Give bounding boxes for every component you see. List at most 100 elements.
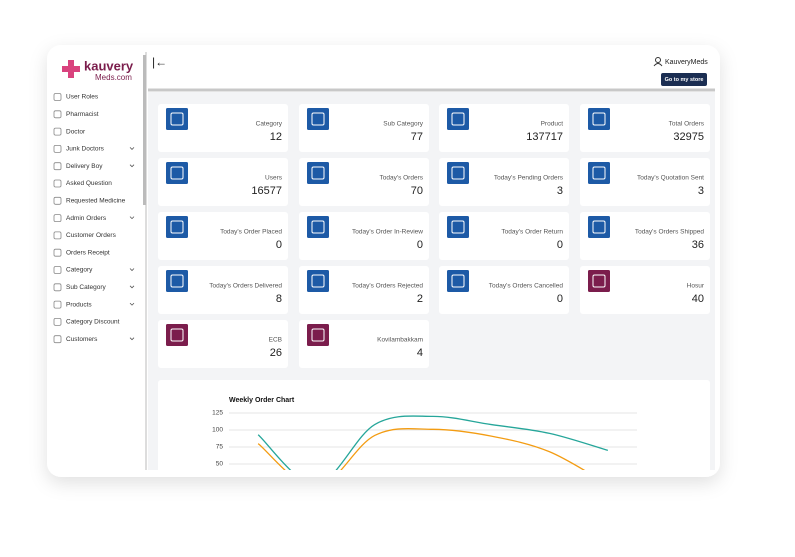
card-label: Kovilambakkam [377, 337, 423, 344]
stat-card[interactable] [299, 104, 429, 152]
card-icon-glyph [311, 274, 325, 288]
card-label: Product [541, 121, 564, 128]
menu-item[interactable]: Pharmacist [66, 111, 99, 118]
stat-card[interactable] [580, 266, 710, 314]
stat-card[interactable] [439, 266, 569, 314]
chevron[interactable] [129, 285, 135, 289]
stat-card[interactable] [439, 104, 569, 152]
card-value: 77 [411, 131, 423, 143]
user-name[interactable]: KauveryMeds [665, 59, 708, 66]
card-value: 0 [276, 239, 282, 251]
menu-icon [53, 283, 62, 292]
card-icon [166, 108, 188, 130]
stat-card[interactable] [299, 266, 429, 314]
card-icon [588, 108, 610, 130]
store-button-label[interactable]: Go to my store [665, 77, 704, 83]
user-icon [655, 57, 661, 63]
chevron[interactable] [129, 164, 135, 168]
menu-item[interactable]: Admin Orders [66, 215, 107, 222]
card-label: Users [265, 175, 283, 182]
card-value: 0 [557, 293, 563, 305]
menu-item[interactable]: Category [66, 267, 93, 274]
stat-card[interactable] [580, 212, 710, 260]
series-line [257, 427, 586, 470]
card-icon-glyph [170, 274, 184, 288]
chevron[interactable] [129, 302, 135, 306]
card-label: Today's Order In-Review [352, 229, 423, 236]
card-icon [166, 270, 188, 292]
card-label: Today's Order Placed [220, 229, 282, 236]
card-label: Today's Order Return [501, 229, 563, 236]
store-button[interactable] [661, 73, 707, 86]
menu-icon [53, 179, 62, 188]
card-label: Today's Orders Rejected [352, 283, 423, 290]
menu-item[interactable]: Customers [66, 336, 98, 343]
chevron[interactable] [129, 216, 135, 220]
card-icon-glyph [451, 220, 465, 234]
collapse-button[interactable]: |← [152, 55, 167, 69]
card-value: 3 [557, 185, 563, 197]
card-value: 32975 [673, 131, 704, 143]
chart-card [158, 380, 710, 470]
card-value: 70 [411, 185, 423, 197]
card-label: Today's Orders Shipped [635, 229, 705, 236]
stat-card[interactable] [439, 158, 569, 206]
chevron[interactable] [129, 147, 135, 150]
card-value: 26 [270, 347, 282, 359]
menu-item[interactable]: Orders Receipt [66, 249, 110, 256]
card-label: Hosur [687, 283, 705, 290]
logo-sub: Meds.com [95, 73, 132, 82]
y-tick-label: 125 [212, 410, 223, 417]
menu-item[interactable]: Doctor [66, 128, 86, 135]
menu-icon [53, 127, 62, 136]
menu-item[interactable]: Delivery Boy [66, 163, 103, 170]
stat-card[interactable] [158, 158, 288, 206]
menu-icon [53, 144, 62, 153]
card-icon [447, 270, 469, 292]
y-tick-label: 75 [216, 444, 224, 451]
card-icon [166, 216, 188, 238]
menu-item[interactable]: Customer Orders [66, 232, 117, 239]
card-icon [447, 162, 469, 184]
card-icon [307, 108, 329, 130]
card-value: 0 [557, 239, 563, 251]
menu-item[interactable]: User Roles [66, 94, 99, 101]
y-tick-label: 100 [212, 427, 223, 434]
card-icon-glyph [170, 220, 184, 234]
card-icon-glyph [451, 112, 465, 126]
menu-item[interactable]: Requested Medicine [66, 198, 126, 205]
card-icon [447, 108, 469, 130]
card-value: 12 [270, 131, 282, 143]
card-icon-glyph [170, 112, 184, 126]
card-icon [166, 162, 188, 184]
series-line [257, 415, 609, 470]
card-label: Today's Pending Orders [494, 175, 564, 182]
scrollbar [143, 55, 146, 205]
stat-card[interactable] [158, 212, 288, 260]
card-label: Today's Orders Delivered [209, 283, 282, 290]
menu-item[interactable]: Sub Category [66, 284, 106, 291]
menu-item[interactable]: Junk Doctors [66, 146, 105, 153]
card-icon-glyph [451, 166, 465, 180]
stat-card[interactable] [158, 266, 288, 314]
stat-card[interactable] [580, 158, 710, 206]
stat-card[interactable] [158, 320, 288, 368]
card-icon-glyph [311, 166, 325, 180]
stat-card[interactable] [299, 320, 429, 368]
chart-title: Weekly Order Chart [229, 397, 295, 404]
chevron[interactable] [129, 268, 135, 272]
card-value: 2 [417, 293, 423, 305]
menu-item[interactable]: Asked Question [66, 180, 112, 187]
menu-item[interactable]: Products [66, 301, 92, 308]
card-icon-glyph [311, 328, 325, 342]
card-label: Today's Orders [379, 175, 423, 182]
stat-card[interactable] [580, 104, 710, 152]
stat-card[interactable] [299, 212, 429, 260]
menu-icon [53, 335, 62, 344]
stat-card[interactable] [158, 104, 288, 152]
menu-item[interactable]: Category Discount [66, 319, 120, 326]
stat-card[interactable] [299, 158, 429, 206]
stat-card[interactable] [439, 212, 569, 260]
chevron[interactable] [129, 337, 135, 341]
